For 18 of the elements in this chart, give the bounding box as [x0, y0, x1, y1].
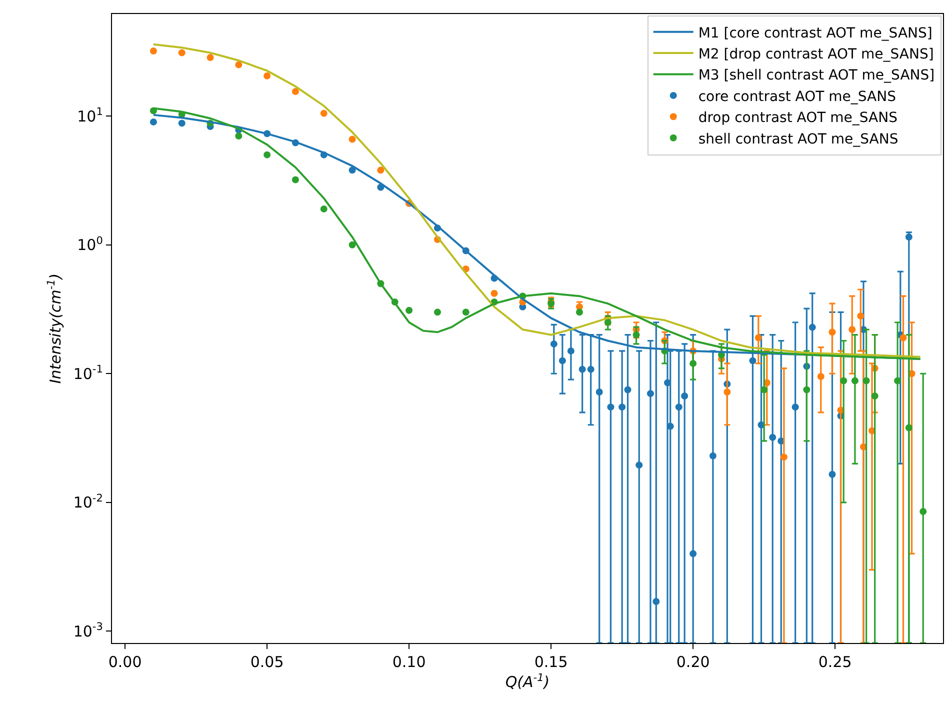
y-tick-label: 10$^{-2}$ — [73, 492, 103, 512]
x-tick-label: 0.05 — [250, 653, 284, 672]
legend-label: M2 [drop contrast AOT me_SANS] — [698, 46, 934, 63]
x-tick-label: 0.25 — [818, 653, 852, 672]
x-tick-label: 0.10 — [392, 653, 426, 672]
y-tick-label: 10$^{-3}$ — [73, 621, 103, 640]
y-tick-label: 10$^{0}$ — [77, 234, 103, 254]
legend-label: shell contrast AOT me_SANS — [698, 131, 898, 148]
x-axis-title: Q(A$^{-1}$) — [505, 672, 550, 692]
x-tick-label: 0.00 — [108, 653, 142, 672]
legend-label: M1 [core contrast AOT me_SANS] — [698, 25, 932, 42]
x-tick-label: 0.15 — [534, 653, 568, 672]
legend-label: drop contrast AOT me_SANS — [698, 110, 898, 126]
legend-label: core contrast AOT me_SANS — [698, 88, 896, 105]
y-tick-label: 10$^{1}$ — [77, 106, 103, 126]
legend-label: M3 [shell contrast AOT me_SANS] — [698, 68, 935, 84]
y-tick-label: 10$^{-1}$ — [73, 364, 103, 383]
x-tick-label: 0.20 — [676, 653, 710, 672]
